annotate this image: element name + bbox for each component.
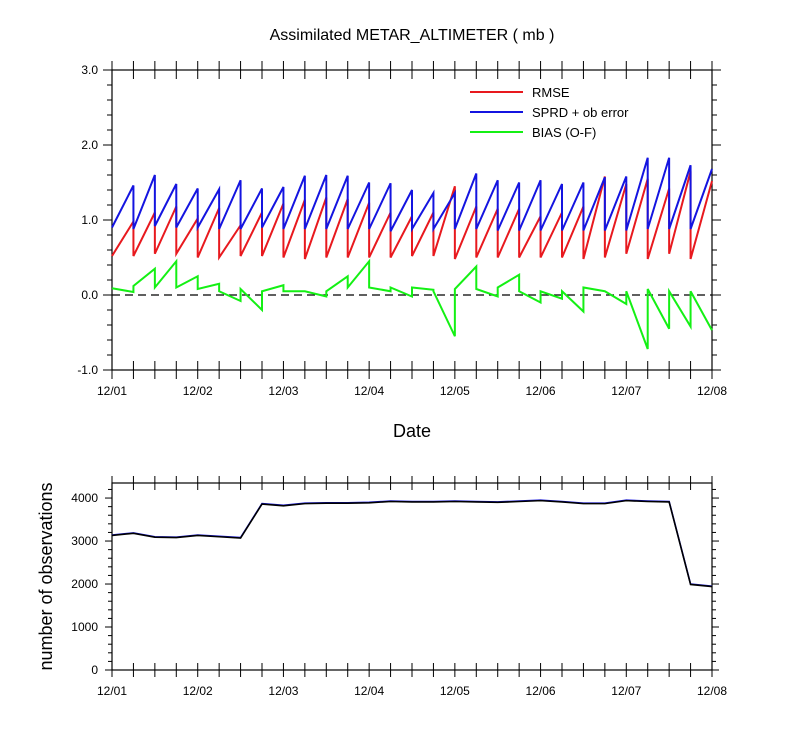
x-tick-label: 12/04 — [354, 384, 384, 398]
x-tick-label: 12/07 — [611, 684, 641, 698]
x-tick-label: 12/02 — [183, 684, 213, 698]
y-tick-label: -1.0 — [77, 363, 98, 377]
x-tick-label: 12/07 — [611, 384, 641, 398]
legend-label: BIAS (O-F) — [532, 125, 596, 140]
x-tick-label: 12/06 — [526, 384, 556, 398]
top-chart: 12/01 12/02 12/03 12/04 12/05 12/06 12/07 12/08… — [77, 27, 727, 441]
plot-frame — [111, 482, 713, 671]
y-tick-label: 4000 — [71, 491, 98, 505]
x-tick-label: 12/03 — [268, 684, 298, 698]
y-tick-label: 3000 — [71, 534, 98, 548]
x-tick-label: 12/03 — [268, 384, 298, 398]
y-tick-label: 0.0 — [81, 288, 98, 302]
y-tick-label: 1.0 — [81, 213, 98, 227]
y-tick-label: 3.0 — [81, 63, 98, 77]
x-tick-label: 12/08 — [697, 384, 727, 398]
x-axis-title: Date — [393, 421, 431, 441]
series-line-obs-possible — [111, 499, 713, 587]
x-tick-label: 12/05 — [440, 384, 470, 398]
y-tick-label: 2.0 — [81, 138, 98, 152]
x-tick-label: 12/01 — [97, 384, 127, 398]
x-tick-label: 12/08 — [697, 684, 727, 698]
series-line-bias-o-f- — [111, 258, 713, 350]
chart-title: Assimilated METAR_ALTIMETER ( mb ) — [270, 27, 555, 44]
legend-label: SPRD + ob error — [532, 105, 629, 120]
y-tick-label: 2000 — [71, 577, 98, 591]
x-tick-label: 12/05 — [440, 684, 470, 698]
x-tick-label: 12/06 — [526, 684, 556, 698]
bottom-chart: 12/01 12/02 12/03 12/04 12/05 12/06 12/07 12/08… — [36, 476, 727, 698]
y-tick-label: 0 — [91, 663, 98, 677]
x-tick-label: 12/04 — [354, 684, 384, 698]
series-line-obs-used — [111, 499, 713, 588]
y-axis-title: number of observations — [36, 482, 56, 670]
legend-label: RMSE — [532, 85, 570, 100]
series-line-sprd-ob-error — [111, 157, 713, 233]
y-tick-label: 1000 — [71, 620, 98, 634]
x-tick-label: 12/01 — [97, 684, 127, 698]
x-tick-label: 12/02 — [183, 384, 213, 398]
